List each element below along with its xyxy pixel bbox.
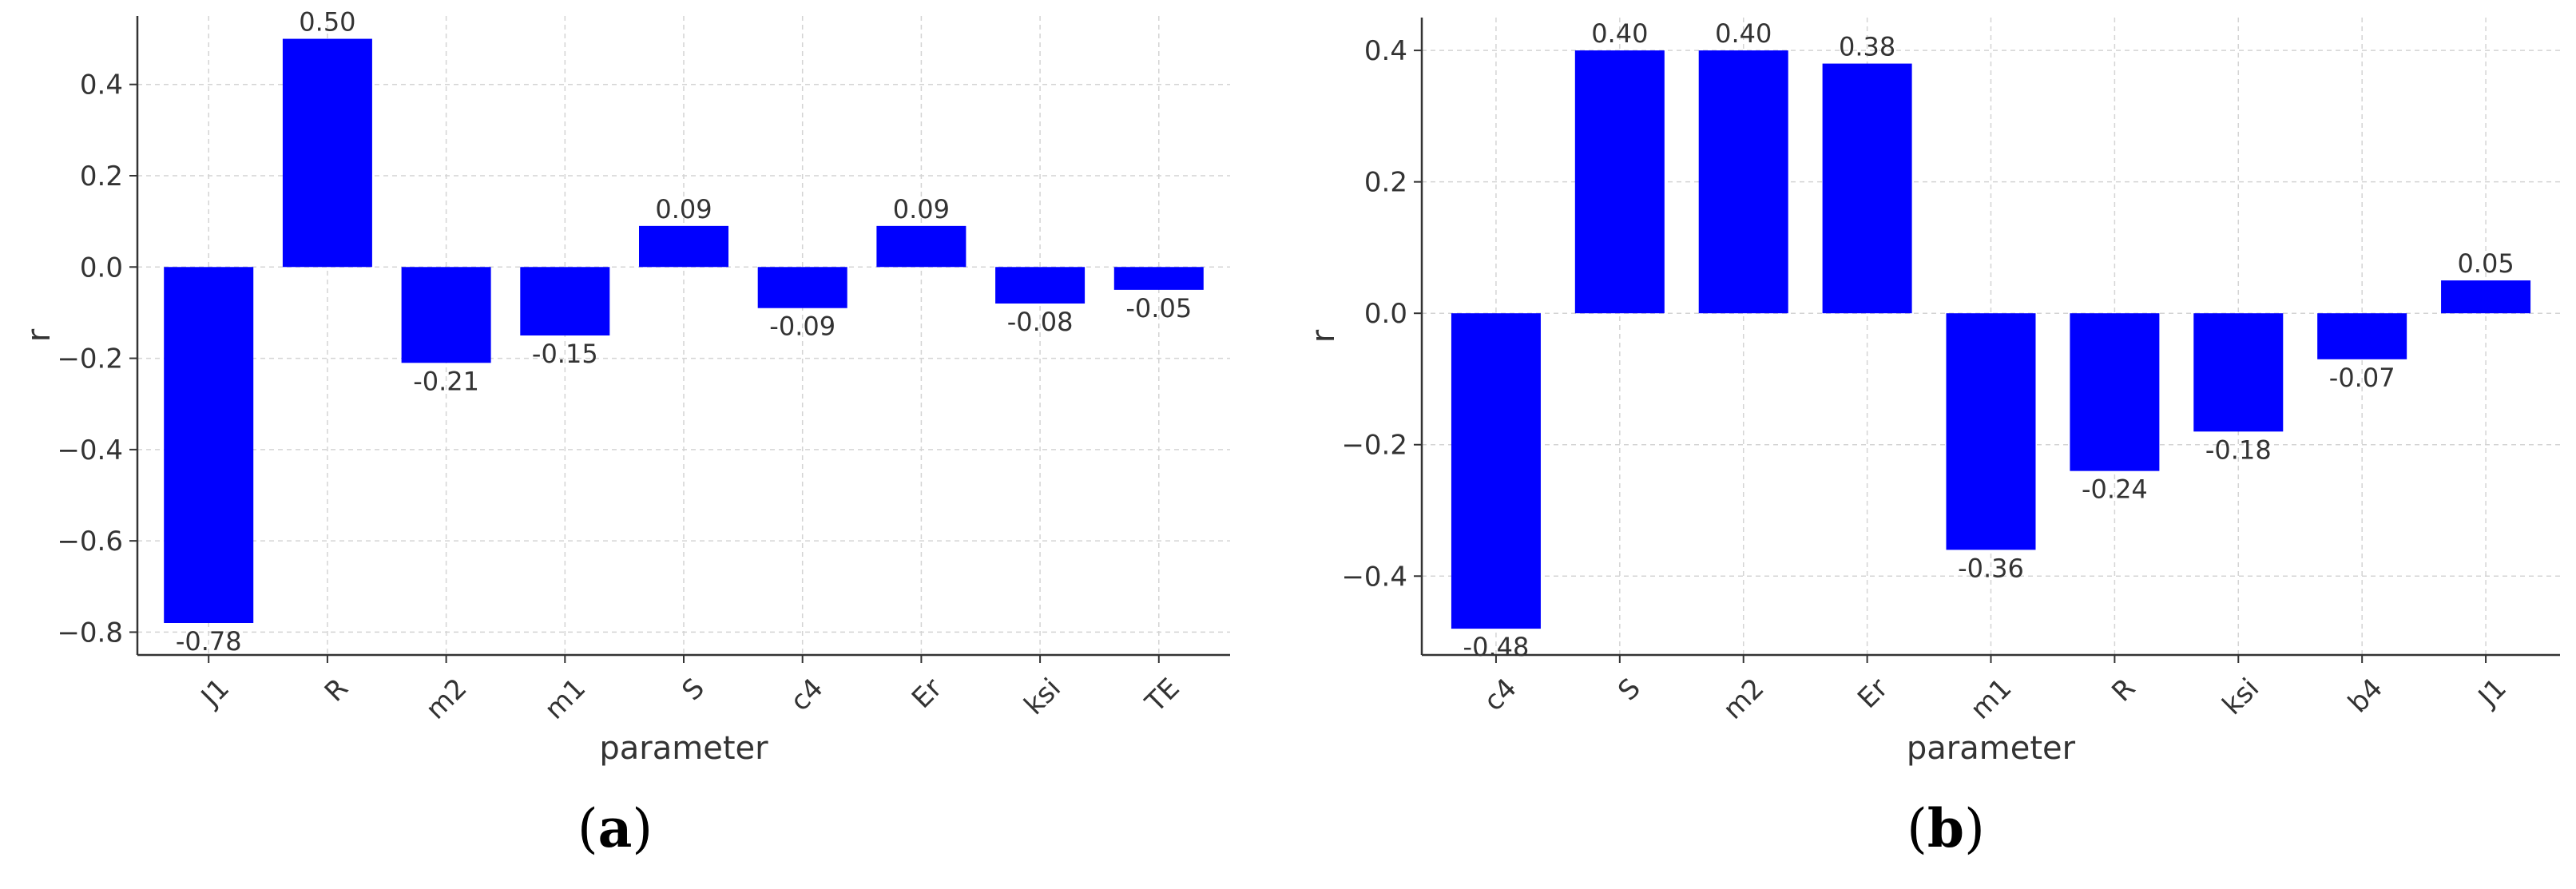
data-label: -0.08 [1007, 307, 1074, 337]
x-tick-label: Er [906, 673, 948, 715]
bar [2193, 313, 2284, 432]
bar [757, 267, 847, 308]
bar [1822, 63, 1912, 314]
grid [137, 16, 1230, 655]
x-tick-label: m2 [419, 673, 473, 726]
y-tick-label: −0.8 [57, 617, 123, 649]
x-tick-label: TE [1139, 673, 1186, 720]
bar [1113, 267, 1204, 290]
bar [2441, 280, 2531, 314]
caption-letter: b [1927, 797, 1964, 859]
chart-b: -0.480.40 0.40 0.38-0.36-0.24-0.18-0.070.0… [1305, 18, 2560, 859]
data-label: 0.05 [2457, 248, 2514, 279]
caption-letter: a [598, 797, 633, 859]
data-label: 0.40 [1715, 18, 1772, 49]
data-label: -0.09 [769, 312, 836, 342]
data-label: -0.18 [2205, 435, 2272, 465]
caption-paren-close: ) [1964, 798, 1985, 859]
x-tick-label: R [319, 673, 355, 708]
y-tick-label: −0.2 [57, 343, 123, 375]
data-label: 0.50 [299, 7, 355, 38]
caption-paren-close: ) [632, 798, 653, 859]
y-axis-label: r [21, 328, 58, 342]
data-label: 0.09 [893, 194, 950, 224]
data-label: -0.78 [176, 626, 242, 657]
bar [1698, 50, 1788, 314]
chart-a: -0.78 0.50 -0.21 -0.15 0.09 -0.09 0.09 -0.08 -0.… [21, 7, 1230, 859]
data-label: -0.24 [2082, 474, 2148, 505]
bar [995, 267, 1086, 304]
caption-paren-open: ( [1907, 798, 1927, 859]
y-tick-label: −0.4 [57, 435, 123, 466]
x-axis-label: parameter [1907, 730, 2076, 767]
bar [401, 267, 491, 363]
x-tick-label: m1 [1964, 673, 2018, 726]
y-tick-label: −0.6 [57, 526, 123, 558]
data-label: 0.38 [1839, 32, 1895, 62]
panel-caption: (a) [578, 797, 653, 859]
data-label: -0.15 [532, 339, 598, 369]
data-label: -0.21 [413, 366, 479, 396]
x-tick-label: c4 [784, 673, 830, 718]
y-tick-label: 0.4 [80, 69, 123, 101]
x-tick-label: ksi [1018, 673, 1067, 721]
panel-caption: (b) [1907, 797, 1985, 859]
bar [2317, 313, 2407, 359]
x-tick-label: m2 [1717, 673, 1771, 726]
bar [1946, 313, 2036, 550]
data-label: -0.05 [1125, 293, 1192, 323]
x-tick-label: ksi [2217, 673, 2265, 721]
caption-paren-open: ( [578, 798, 598, 859]
y-tick-label: −0.2 [1341, 430, 1407, 462]
y-axis-label: r [1305, 329, 1342, 343]
x-tick-label: R [2106, 673, 2141, 708]
y-tick-label: −0.4 [1341, 561, 1407, 593]
bar [876, 225, 966, 268]
x-axis-label: parameter [599, 730, 768, 767]
y-tick-label: 0.0 [1364, 298, 1407, 330]
x-tick-label: c4 [1478, 673, 1523, 718]
bar [1451, 313, 1541, 629]
y-tick-label: 0.0 [80, 252, 123, 284]
data-label: 0.09 [655, 194, 712, 224]
bar [639, 225, 728, 268]
bar [2070, 313, 2160, 471]
bar [164, 267, 254, 623]
x-tick-label: J1 [194, 673, 236, 714]
x-tick-label: S [1612, 673, 1647, 708]
y-tick-label: 0.2 [1364, 167, 1407, 199]
x-tick-label: m1 [538, 673, 592, 726]
bar [282, 38, 372, 268]
x-tick-label: S [676, 673, 711, 708]
data-label: -0.07 [2329, 363, 2395, 393]
x-tick-label: b4 [2342, 673, 2389, 720]
y-tick-label: 0.2 [80, 161, 123, 192]
data-label: -0.36 [1958, 553, 2024, 583]
bar [520, 267, 610, 335]
x-tick-label: Er [1852, 673, 1894, 715]
data-label: 0.40 [1591, 18, 1648, 49]
y-tick-label: 0.4 [1364, 35, 1407, 67]
bar [1574, 50, 1665, 314]
x-tick-label: J1 [2471, 673, 2513, 714]
